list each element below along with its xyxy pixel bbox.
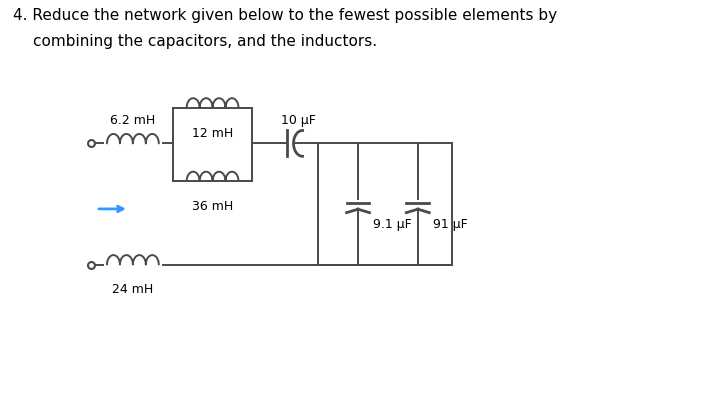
Text: 91 μF: 91 μF: [433, 218, 467, 231]
Text: combining the capacitors, and the inductors.: combining the capacitors, and the induct…: [33, 34, 377, 49]
Text: 24 mH: 24 mH: [112, 283, 153, 296]
Text: 36 mH: 36 mH: [192, 200, 233, 213]
Text: 10 μF: 10 μF: [281, 113, 316, 126]
Text: 12 mH: 12 mH: [192, 126, 233, 139]
Text: 6.2 mH: 6.2 mH: [111, 113, 156, 126]
Text: 9.1 μF: 9.1 μF: [373, 218, 411, 231]
Text: 4. Reduce the network given below to the fewest possible elements by: 4. Reduce the network given below to the…: [13, 8, 558, 23]
